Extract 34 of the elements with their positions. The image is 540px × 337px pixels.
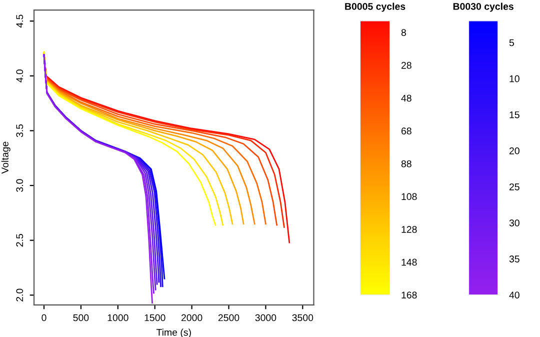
y-tick-label: 3.5	[16, 124, 24, 138]
x-tick-label: 3500	[292, 314, 314, 322]
x-tick-label: 3000	[255, 314, 276, 322]
color-bar-label: 20	[509, 147, 520, 154]
color-bar-label: 48	[401, 94, 412, 102]
x-tick-label: 2000	[181, 314, 202, 322]
y-tick-label: 4.5	[16, 14, 24, 28]
x-tick-label: 2500	[218, 314, 240, 322]
color-bar-label: 28	[401, 62, 412, 69]
color-bar-title: B0005 cycles	[345, 2, 406, 12]
color-bar-label: 10	[510, 75, 520, 82]
x-tick-label: 1000	[108, 314, 128, 322]
color-bar-label: 40	[509, 292, 520, 298]
color-bar-label: 108	[402, 193, 417, 200]
color-bar-label: 88	[401, 160, 412, 168]
color-bar-title: B0030 cycles	[453, 2, 514, 12]
x-tick-label: 1500	[144, 314, 166, 322]
y-tick-label: 2.0	[16, 288, 24, 302]
x-tick-label: 500	[73, 314, 89, 322]
color-bar-label: 8	[401, 29, 406, 36]
color-bar-label: 5	[509, 39, 514, 46]
color-bar-label: 168	[402, 292, 417, 298]
color-bar-label: 35	[509, 256, 520, 262]
y-tick-label: 4.0	[16, 70, 24, 82]
color-bar-label: 15	[510, 111, 520, 118]
color-bar-label: 25	[509, 183, 520, 190]
color-bar-label: 30	[509, 220, 520, 226]
color-bar-label: 68	[401, 128, 412, 134]
y-tick-label: 3.0	[16, 179, 24, 192]
y-tick-label: 2.5	[16, 234, 24, 247]
color-bar-label: 148	[402, 258, 417, 266]
color-bar-label: 128	[402, 226, 417, 233]
x-tick-label: 0	[42, 314, 46, 322]
y-axis-title: Voltage	[1, 142, 10, 174]
